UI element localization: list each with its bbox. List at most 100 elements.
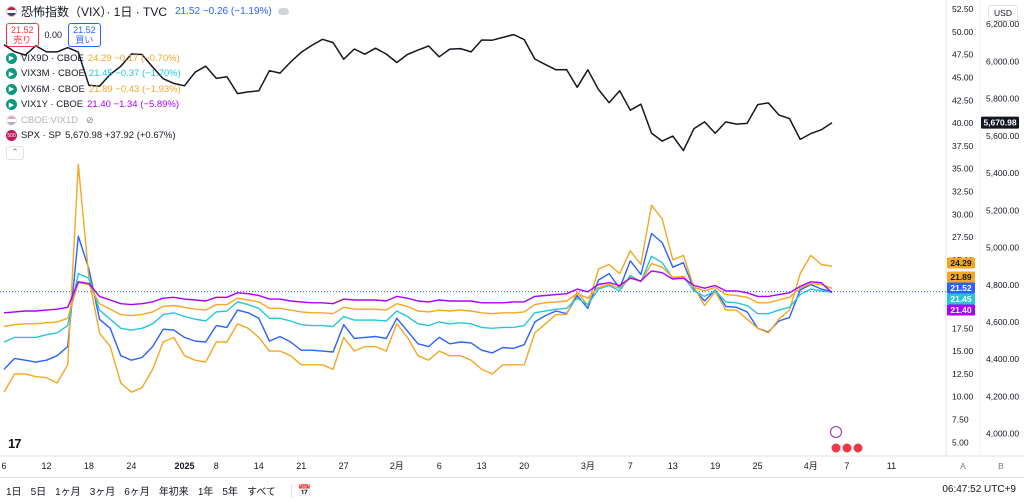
more-options-icon[interactable] [277, 8, 289, 16]
x-axis-tick: 6 [1, 461, 6, 471]
series-value: 21.89 −0.43 (−1.93%) [88, 83, 181, 95]
series-value: 5,670.98 +37.92 (+0.67%) [65, 130, 176, 142]
sell-price: 21.52 [11, 24, 34, 35]
x-axis-tick: 20 [519, 461, 529, 471]
buy-label: 買い [75, 34, 94, 45]
x-axis-tick: 13 [477, 461, 487, 471]
symbol-title[interactable]: 恐怖指数（VIX）· 1日 · TVC [21, 5, 168, 20]
spread-value: 0.00 [44, 29, 63, 40]
price-tag-label: 21.52 [950, 283, 972, 293]
vix-axis-tick: 12.50 [952, 369, 974, 379]
axis-letter-a: A [960, 461, 966, 471]
series-name: VIX1Y · CBOE [21, 99, 84, 111]
buy-price: 21.52 [73, 24, 96, 35]
currency-select[interactable]: USD [988, 5, 1018, 21]
us-flag-icon [6, 114, 17, 126]
calendar-icon[interactable]: 📅 [297, 485, 312, 497]
legend-vix9d[interactable]: ▶ VIX9D · CBOE 24.29 −0.17 (−0.70%) [6, 51, 289, 67]
range-ytd[interactable]: 年初来 [158, 487, 189, 498]
legend-spx[interactable]: 500 SPX · SP 5,670.98 +37.92 (+0.67%) [6, 128, 289, 144]
series-value: 21.45 −0.37 (−1.70%) [88, 68, 181, 80]
play-icon: ▶ [6, 99, 17, 111]
price-tag-label: 21.40 [950, 305, 972, 315]
legend-vix1d-hidden[interactable]: CBOE:VIX1D ⊘ [6, 113, 289, 129]
spx-price-tag-label: 5,670.98 [983, 118, 1016, 128]
sell-button[interactable]: 21.52 売り [6, 22, 39, 47]
x-axis-tick: 27 [339, 461, 349, 471]
vix-axis-tick: 45.00 [952, 73, 974, 83]
range-1y[interactable]: 1年 [197, 487, 214, 498]
vix-axis-tick: 50.00 [952, 27, 974, 37]
symbol-header[interactable]: 恐怖指数（VIX）· 1日 · TVC 21.52 −0.26 (−1.19%) [6, 4, 289, 20]
clock[interactable]: 06:47:52 UTC+9 [942, 484, 1016, 495]
vix-axis-tick: 52.50 [952, 4, 974, 14]
sell-label: 売り [13, 34, 32, 45]
vix-axis-tick: 30.00 [952, 209, 974, 219]
spx-axis-tick: 5,000.00 [986, 243, 1019, 253]
x-axis-tick: 13 [668, 461, 678, 471]
legend-vix1y[interactable]: ▶ VIX1Y · CBOE 21.40 −1.34 (−5.89%) [6, 97, 289, 113]
divider [290, 483, 292, 498]
series-name: CBOE:VIX1D [21, 114, 79, 126]
range-all[interactable]: すべて [246, 487, 276, 498]
range-3m[interactable]: 3ヶ月 [89, 487, 116, 498]
spx-axis-tick: 4,800.00 [986, 280, 1019, 290]
x-axis-tick: 24 [126, 461, 136, 471]
price-tag-bg [947, 282, 975, 294]
price-tag-bg [947, 293, 975, 305]
x-axis-tick: 11 [887, 461, 896, 471]
spx-axis-tick: 5,200.00 [986, 205, 1019, 215]
series-line-vix9d [3, 163, 833, 393]
symbol-price-change: 21.52 −0.26 (−1.19%) [175, 6, 272, 18]
legend-vix3m[interactable]: ▶ VIX3M · CBOE 21.45 −0.37 (−1.70%) [6, 66, 289, 82]
range-5d[interactable]: 5日 [30, 487, 47, 498]
legend: 恐怖指数（VIX）· 1日 · TVC 21.52 −0.26 (−1.19%)… [6, 4, 289, 160]
x-axis-tick: 3月 [581, 461, 595, 471]
x-axis-tick: 7 [628, 461, 633, 471]
collapse-legend-button[interactable]: ⌃ [6, 145, 24, 160]
play-icon: ▶ [6, 83, 17, 95]
spx-axis-tick: 4,600.00 [986, 317, 1019, 327]
series-line-vix1y [3, 270, 833, 314]
range-1m[interactable]: 1ヶ月 [55, 487, 81, 498]
range-toolbar: 1日 5日 1ヶ月 3ヶ月 6ヶ月 年初来 1年 5年 すべて 📅 [0, 477, 1024, 503]
x-axis-tick: 12 [41, 461, 51, 471]
spx-axis-tick: 5,400.00 [986, 168, 1019, 178]
buy-button[interactable]: 21.52 買い [68, 22, 101, 47]
legend-vix6m[interactable]: ▶ VIX6M · CBOE 21.89 −0.43 (−1.93%) [6, 82, 289, 98]
price-tag-label: 21.89 [950, 272, 972, 282]
x-axis-tick: 21 [296, 461, 306, 471]
series-line-vix6m [3, 262, 833, 328]
range-5y[interactable]: 5年 [222, 487, 238, 498]
spx-axis-tick: 4,200.00 [986, 391, 1019, 401]
vix-axis-tick: 35.00 [952, 164, 974, 174]
spx-icon: 500 [6, 130, 17, 142]
vix-axis-tick: 5.00 [952, 437, 969, 447]
x-axis-tick: 18 [84, 461, 94, 471]
event-flag-icon [852, 442, 864, 454]
range-6m[interactable]: 6ヶ月 [124, 487, 150, 498]
eye-hidden-icon[interactable]: ⊘ [86, 114, 94, 125]
spx-axis-tick: 5,800.00 [986, 94, 1019, 104]
spx-axis-tick: 4,000.00 [986, 429, 1019, 439]
series-line-vix3m [3, 255, 833, 343]
range-1d[interactable]: 1日 [6, 487, 22, 498]
vix-axis-tick: 32.50 [952, 187, 974, 197]
vix-axis-tick: 47.50 [952, 50, 974, 60]
vix-axis-tick: 10.00 [952, 392, 974, 402]
event-flag-icon [830, 442, 842, 454]
x-axis-tick: 19 [710, 461, 720, 471]
x-axis-tick: 8 [214, 461, 219, 471]
vix-axis-tick: 27.50 [952, 232, 974, 242]
tradingview-logo[interactable]: 17 [8, 436, 22, 451]
vix-axis-tick: 7.50 [952, 415, 969, 425]
spx-axis-tick: 5,600.00 [986, 131, 1019, 141]
vix-axis-tick: 15.00 [952, 346, 974, 356]
axis-letter-b: B [998, 461, 1004, 471]
x-axis-tick: 25 [753, 461, 763, 471]
series-line-vix [3, 232, 833, 370]
spx-axis-tick: 4,400.00 [986, 354, 1019, 364]
play-icon: ▶ [6, 68, 17, 80]
